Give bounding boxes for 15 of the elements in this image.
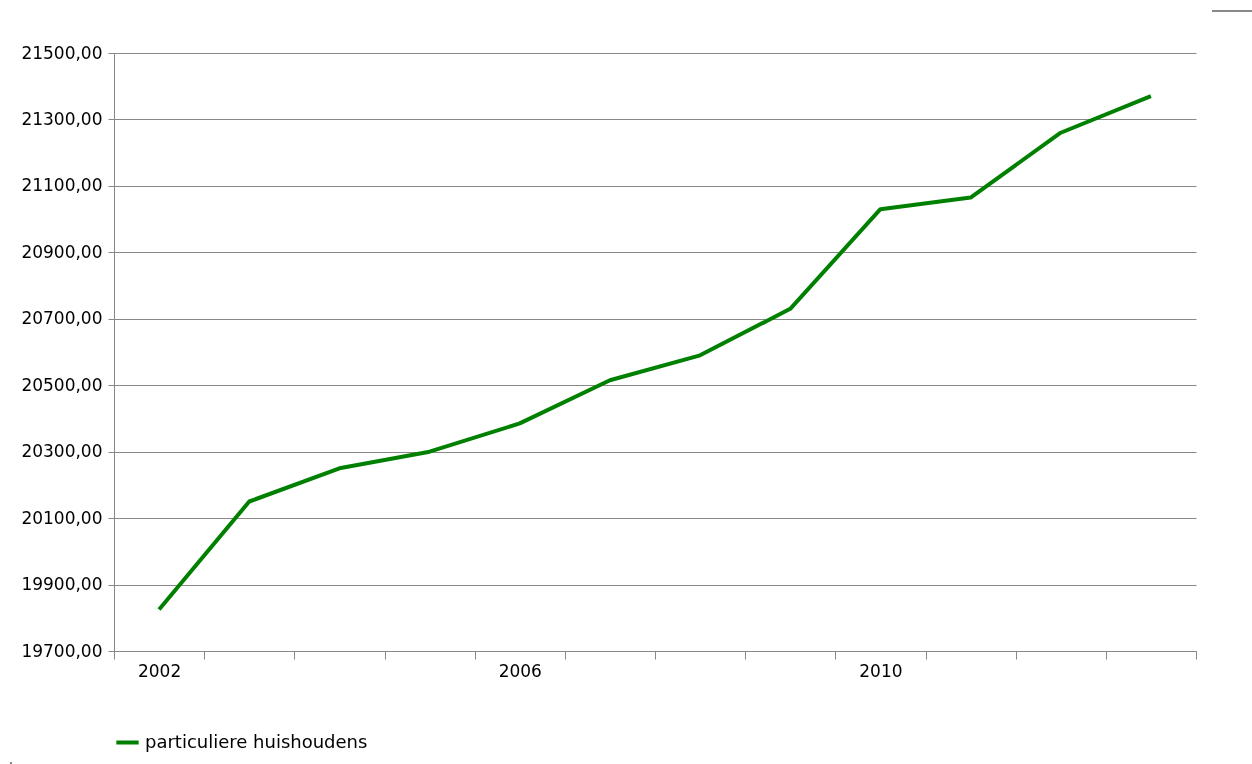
x-tick-label: 2006 (498, 660, 542, 681)
y-tick-label: 20700,00 (21, 308, 103, 329)
y-tick-label: 21300,00 (21, 108, 103, 129)
y-tick-label: 21100,00 (21, 175, 103, 196)
x-tick-label: 2010 (859, 660, 903, 681)
y-tick-label: 19900,00 (21, 574, 103, 595)
y-tick-label: 20300,00 (21, 441, 103, 462)
y-tick-label: 20500,00 (21, 374, 103, 395)
y-tick-label: 20900,00 (21, 241, 103, 262)
line-series (157, 94, 1153, 612)
legend-label: particuliere huishoudens (145, 730, 368, 752)
y-tick-label: 21500,00 (21, 42, 103, 63)
y-tick-label: 19700,00 (21, 640, 103, 661)
x-tick-label: 2002 (137, 660, 182, 681)
y-tick-label: 20100,00 (21, 507, 103, 528)
